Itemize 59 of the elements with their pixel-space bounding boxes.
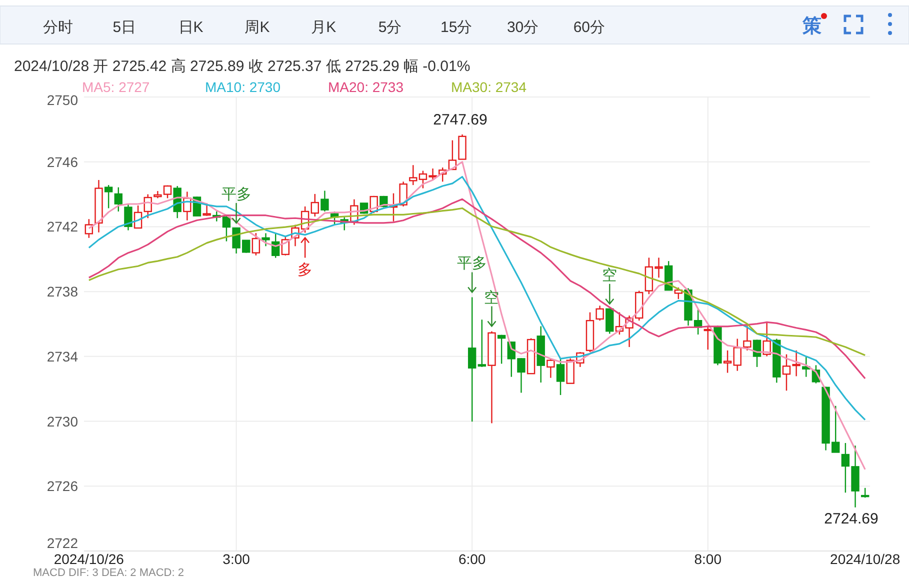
candlestick — [409, 164, 418, 186]
candlestick — [723, 350, 732, 374]
text: MACD DIF: 3 DEA: 2 MACD: 2 — [33, 567, 184, 578]
annotation: 空 — [484, 289, 500, 306]
candlestick — [733, 338, 742, 372]
candlestick — [497, 334, 506, 364]
text: 策 — [802, 16, 822, 37]
candlestick — [252, 232, 260, 256]
y-tick-label: 2750 — [46, 92, 78, 108]
candlestick — [743, 325, 752, 352]
text: 5日 — [112, 19, 136, 36]
candlestick — [104, 184, 113, 209]
y-tick-label: 2746 — [46, 154, 78, 170]
text: 15分 — [440, 19, 472, 36]
candlestick — [202, 202, 211, 216]
x-tick-label: 2024/10/28 — [830, 551, 900, 567]
line-series — [88, 176, 866, 421]
candlestick — [478, 319, 486, 368]
text: MA30: 2734 — [451, 79, 527, 95]
annotation: 多 — [298, 262, 313, 279]
text: 日K — [178, 19, 204, 36]
chart-subtitle: 2024/10/28 开 2725.42 高 2725.89 收 2725.37 低 2725.29 幅 -0.01% — [14, 58, 470, 75]
x-tick-label: 2024/10/26 — [54, 551, 124, 567]
candlestick — [606, 308, 614, 334]
candlestick — [546, 358, 555, 378]
annotation: 空 — [602, 266, 618, 284]
text: MA20: 2733 — [328, 79, 404, 95]
y-tick-label: 2742 — [46, 218, 78, 235]
annotation: 平多 — [221, 186, 252, 204]
candlestick — [762, 322, 771, 357]
text: 30分 — [506, 19, 539, 36]
y-tick-label: 2730 — [46, 413, 78, 430]
text: MA5: 2727 — [82, 79, 150, 95]
candlestick — [596, 305, 604, 322]
text: 周K — [244, 19, 270, 36]
y-tick-label: 2726 — [46, 478, 78, 494]
text: 月K — [311, 19, 336, 36]
y-tick-label: 2722 — [46, 535, 78, 551]
candlestick — [556, 358, 565, 396]
candlestick — [320, 190, 329, 212]
y-tick-label: 2734 — [46, 348, 78, 364]
text: MA10: 2730 — [205, 79, 281, 95]
annotation: 2747.69 — [433, 111, 488, 128]
x-tick-label: 6:00 — [458, 551, 486, 567]
y-tick-label: 2738 — [46, 284, 78, 300]
text: 60分 — [573, 19, 606, 36]
candlestick — [468, 296, 476, 422]
candlestick — [84, 218, 94, 238]
annotation: 2724.69 — [824, 510, 878, 528]
annotation: 平多 — [457, 255, 488, 272]
candlestick — [310, 193, 319, 218]
candlestick — [114, 186, 122, 212]
x-tick-label: 8:00 — [694, 551, 722, 567]
candlestick — [860, 487, 870, 498]
candlestick — [222, 214, 231, 242]
text: 分时 — [43, 19, 73, 36]
candlestick — [262, 232, 270, 247]
text: 5分 — [378, 19, 402, 36]
x-tick-label: 3:00 — [222, 551, 250, 567]
